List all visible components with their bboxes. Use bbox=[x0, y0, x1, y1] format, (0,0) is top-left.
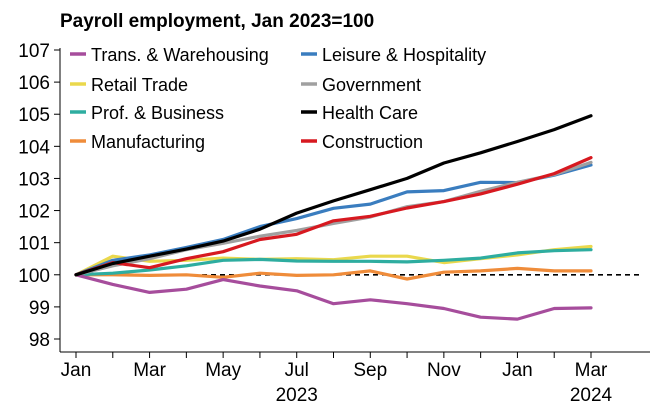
x-tick-label: Mar bbox=[575, 360, 608, 381]
legend-label-government: Government bbox=[322, 75, 421, 95]
y-tick-label: 98 bbox=[29, 330, 50, 351]
legend-label-retail-trade: Retail Trade bbox=[91, 75, 188, 95]
chart-title: Payroll employment, Jan 2023=100 bbox=[60, 11, 374, 32]
series-line-trans-warehousing bbox=[74, 273, 593, 321]
x-tick-label: Sep bbox=[353, 360, 387, 381]
x-tick-label: Jul bbox=[285, 360, 309, 381]
x-tick-label: Jan bbox=[502, 360, 533, 381]
series-line-construction bbox=[74, 156, 593, 277]
x-year-label: 2024 bbox=[570, 385, 613, 403]
legend-label-leisure-hospitality: Leisure & Hospitality bbox=[322, 45, 486, 65]
y-tick-label: 106 bbox=[18, 73, 50, 94]
x-tick-label: Jan bbox=[61, 360, 92, 381]
chart-legend: Trans. & Warehousing Leisure & Hospitalit… bbox=[70, 45, 486, 152]
x-year-label: 2023 bbox=[276, 385, 318, 403]
y-tick-label: 102 bbox=[18, 202, 50, 223]
series-line-health-care bbox=[74, 114, 593, 277]
legend-label-health-care: Health Care bbox=[322, 103, 418, 123]
y-tick-label: 105 bbox=[18, 105, 50, 126]
x-tick-label: May bbox=[205, 360, 241, 381]
y-tick-label: 107 bbox=[18, 41, 50, 62]
x-tick-label: Mar bbox=[133, 360, 166, 381]
series-layer bbox=[74, 114, 593, 321]
legend-label-trans-warehousing: Trans. & Warehousing bbox=[91, 45, 269, 65]
series-line-prof-business bbox=[74, 248, 593, 277]
y-tick-label: 103 bbox=[18, 169, 50, 190]
series-line-manufacturing bbox=[74, 266, 593, 281]
x-tick-label: Nov bbox=[427, 360, 461, 381]
y-tick-label: 101 bbox=[18, 234, 50, 255]
y-tick-label: 104 bbox=[18, 137, 50, 158]
legend-label-manufacturing: Manufacturing bbox=[91, 132, 205, 152]
y-tick-label: 99 bbox=[29, 298, 50, 319]
legend-label-construction: Construction bbox=[322, 132, 423, 152]
y-tick-label: 100 bbox=[18, 266, 50, 287]
series-line-government bbox=[74, 160, 593, 277]
chart-axes: 98 99 100 101 102 103 104 105 106 107 Jan Mar May Jul… bbox=[18, 41, 650, 403]
legend-label-prof-business: Prof. & Business bbox=[91, 103, 224, 123]
